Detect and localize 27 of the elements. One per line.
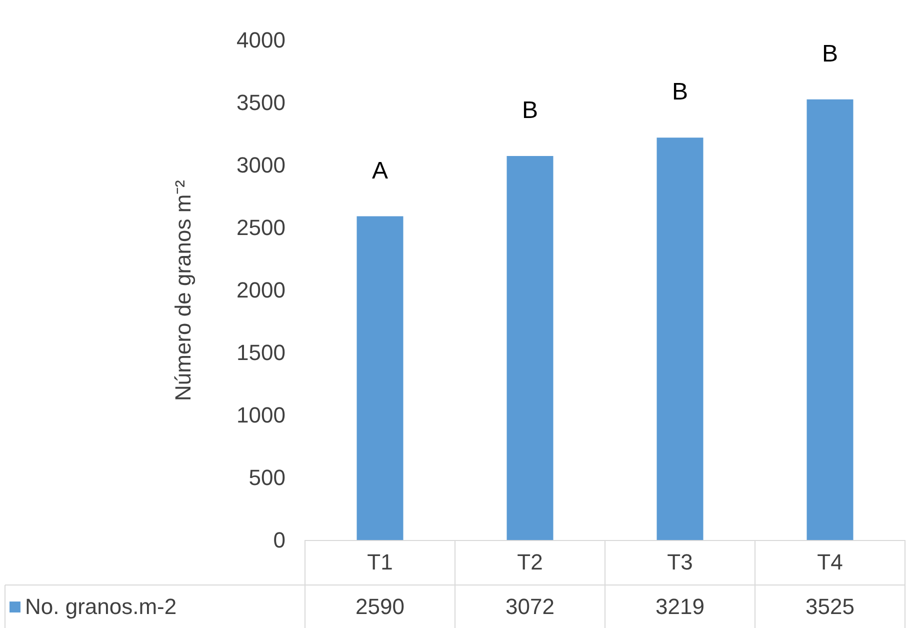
data-label: 3072 (506, 594, 554, 619)
y-tick-label: 1000 (236, 402, 286, 428)
data-label: 3525 (806, 594, 854, 619)
x-tick-label: T4 (817, 550, 843, 574)
x-tick-label: T2 (517, 550, 543, 574)
data-label: 2590 (356, 594, 404, 619)
bar (506, 156, 554, 540)
x-tick-label: T3 (667, 550, 693, 574)
bar (656, 138, 704, 540)
bar (806, 99, 854, 540)
annotation: B (822, 40, 838, 68)
annotation: A (372, 157, 388, 184)
y-tick-label: 4000 (236, 28, 286, 52)
y-tick-label: 3000 (236, 152, 286, 178)
data-label: 3219 (656, 594, 704, 619)
y-tick-label: 1500 (236, 340, 286, 365)
annotation: B (522, 97, 538, 124)
legend-label: No. granos.m-2 (25, 594, 177, 619)
x-tick-label: T1 (367, 550, 393, 574)
y-tick-label: 3500 (236, 90, 286, 115)
y-tick-label: 2000 (236, 278, 286, 302)
bar (356, 216, 404, 540)
y-tick-label: 500 (248, 465, 286, 490)
annotation: B (672, 78, 688, 106)
y-tick-label: 2500 (236, 215, 286, 240)
y-tick-label: 0 (273, 528, 286, 552)
y-axis-title: Número de granos m⁻² (170, 180, 196, 401)
